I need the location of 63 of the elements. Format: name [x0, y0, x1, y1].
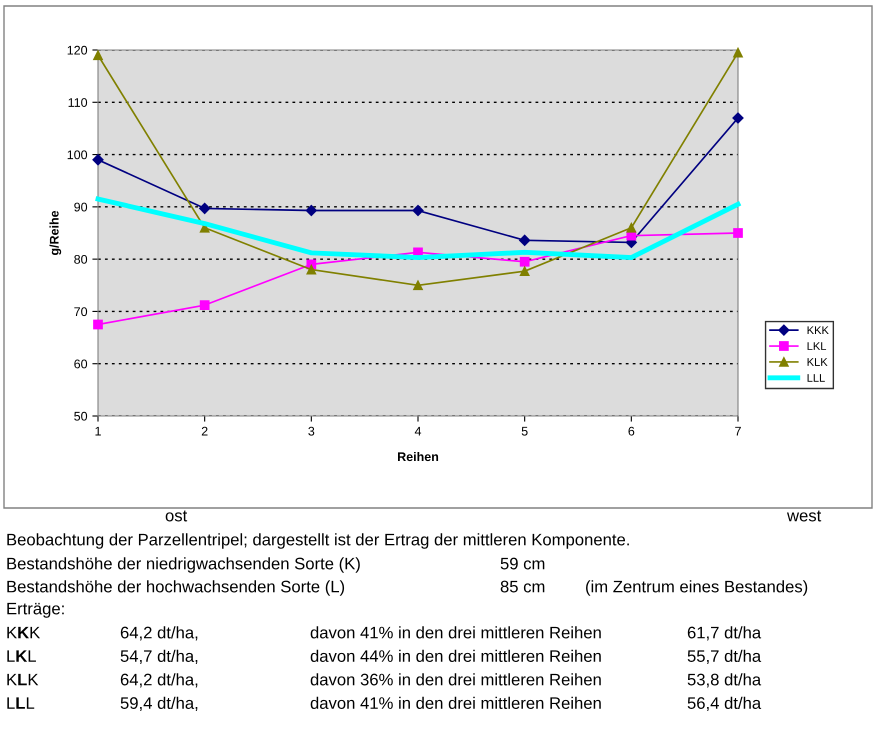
- point: [93, 320, 103, 330]
- point: [200, 300, 210, 310]
- text: KLK: [7, 674, 38, 686]
- text: davon 41% in den drei mittleren Reihen: [310, 626, 601, 638]
- line-series: [96, 196, 740, 260]
- point: [413, 280, 423, 290]
- y-tick-label: 80: [74, 254, 88, 264]
- text: 64,2 dt/ha,: [120, 626, 198, 640]
- text: Bestandshöhe der niedrigwachsenden Sorte (K): [7, 557, 360, 573]
- legend-label: KKK: [808, 326, 829, 334]
- text: 59,4 dt/ha,: [120, 696, 198, 711]
- text: Beobachtung der Parzellentripel; dargestellt ist der Ertrag der mittleren Komponente.: [7, 533, 629, 549]
- x-tick-label: 7: [735, 426, 741, 436]
- text: 54,7 dt/ha,: [120, 650, 198, 664]
- point: [306, 204, 317, 216]
- x-tick-label: 5: [522, 426, 528, 436]
- point: [733, 228, 743, 238]
- text: Erträge:: [7, 602, 64, 618]
- point: [306, 264, 316, 274]
- text: west: [786, 510, 822, 522]
- x-tick-label: 3: [308, 426, 314, 436]
- text: ost: [166, 510, 188, 522]
- y-tick-label: 100: [68, 150, 88, 160]
- text: davon 44% in den drei mittleren Reihen: [310, 650, 601, 662]
- point: [520, 256, 530, 267]
- y-axis-title: g/Reihe: [49, 210, 62, 256]
- point: [519, 234, 530, 246]
- legend-label: LKL: [808, 342, 826, 350]
- text: davon 41% in den drei mittleren Reihen: [310, 696, 601, 709]
- y-tick-label: 50: [74, 412, 88, 421]
- point: [520, 266, 530, 276]
- text: 85 cm: [500, 580, 544, 592]
- y-tick-label: 120: [68, 46, 88, 55]
- point: [412, 204, 424, 216]
- text: 53,8 dt/ha: [688, 673, 762, 688]
- text: 61,7 dt/ha: [688, 626, 762, 640]
- x-tick-label: 1: [95, 426, 101, 436]
- point: [733, 48, 743, 58]
- text: davon 36% in den drei mittleren Reihen: [310, 673, 601, 686]
- text: 56,4 dt/ha: [688, 696, 762, 711]
- point: [732, 112, 744, 124]
- legend-label: LLL: [808, 374, 825, 382]
- x-tick-label: 6: [628, 426, 634, 436]
- point: [92, 154, 104, 166]
- text: Bestandshöhe der hochwachsenden Sorte (L): [7, 580, 344, 596]
- x-tick-label: 2: [202, 426, 208, 436]
- text: 59 cm: [500, 558, 544, 570]
- x-tick-label: 4: [414, 426, 422, 436]
- text: KKK: [7, 626, 40, 638]
- y-tick-label: 60: [74, 360, 88, 368]
- text: 55,7 dt/ha: [688, 650, 762, 664]
- y-tick-label: 110: [68, 98, 88, 107]
- text: (im Zentrum eines Bestandes): [586, 580, 808, 596]
- y-tick-label: 70: [74, 307, 88, 316]
- text: 64,2 dt/ha,: [120, 673, 198, 688]
- point: [199, 202, 210, 214]
- legend-label: KLK: [808, 358, 828, 366]
- point: [626, 222, 636, 233]
- y-tick-label: 90: [74, 202, 88, 212]
- text: LLL: [7, 697, 34, 709]
- point: [93, 50, 103, 60]
- x-axis-title: Reihen: [398, 452, 438, 462]
- text: LKL: [7, 650, 36, 662]
